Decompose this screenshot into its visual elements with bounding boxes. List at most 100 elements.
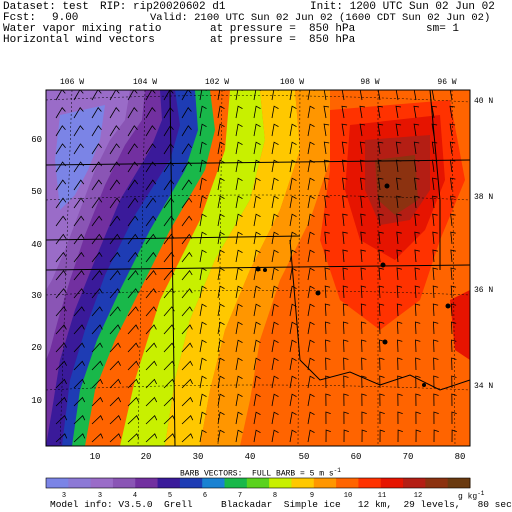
wind-barb: [127, 288, 139, 299]
wind-barb: [181, 378, 193, 389]
colorbar-label: 11: [378, 492, 386, 500]
wind-barb: [431, 90, 435, 101]
wind-barb: [109, 215, 121, 227]
wind-barb: [181, 288, 193, 299]
longitude-label: 100 W: [280, 78, 304, 87]
wind-barb: [361, 429, 367, 443]
wind-barb: [378, 195, 384, 209]
wind-barb: [55, 342, 67, 353]
wind-barb: [378, 249, 384, 263]
grid-x-tick: 30: [193, 452, 204, 462]
wind-barb: [359, 105, 366, 119]
wind-barb: [432, 321, 439, 335]
wind-barb: [289, 321, 297, 335]
wind-barb: [199, 375, 207, 389]
wind-barb: [433, 429, 439, 443]
colorbar-swatch: [291, 478, 315, 488]
latitude-label: 38 N: [474, 193, 493, 202]
colorbar-swatch: [246, 478, 270, 488]
field1-name: Water vapor mixing ratio: [3, 23, 162, 35]
wind-barb: [413, 90, 417, 101]
wind-barb: [91, 415, 104, 425]
wind-barb: [109, 288, 121, 299]
city-markers: [255, 183, 451, 387]
wind-barb: [145, 396, 158, 407]
wind-barb: [181, 433, 194, 443]
wind-barb: [109, 197, 121, 209]
wind-barb: [73, 90, 84, 101]
wind-barb: [361, 339, 367, 353]
wind-barb: [91, 125, 102, 137]
wind-barb: [415, 375, 421, 389]
wind-barb: [414, 321, 421, 335]
wind-barb: [342, 249, 348, 263]
wind-barb: [109, 324, 121, 335]
wind-barb: [73, 107, 84, 119]
wind-barb: [91, 197, 103, 209]
wind-barb: [235, 213, 243, 227]
latlon-grid: [46, 90, 470, 446]
wind-barb: [109, 415, 122, 425]
wind-barb: [127, 197, 139, 209]
wind-barb: [307, 375, 315, 389]
wind-barb: [73, 215, 85, 227]
wind-barb: [271, 123, 279, 137]
wind-barb: [379, 429, 385, 443]
colorbar-swatch: [224, 478, 248, 488]
wind-barb: [324, 195, 330, 209]
wind-barb: [271, 267, 279, 281]
wind-barb: [109, 433, 122, 443]
colorbar-frame: [45, 477, 471, 489]
wind-barb: [181, 324, 193, 335]
wind-barb: [109, 270, 121, 281]
wind-barb: [91, 378, 103, 389]
colorbar-label: 3: [98, 492, 102, 500]
wind-barb: [343, 357, 349, 371]
model-info-footer: Model info: V3.5.0 Grell Blackadar Simpl…: [50, 499, 512, 510]
wind-barb: [199, 90, 207, 101]
wind-barb: [109, 360, 121, 371]
wind-barb: [396, 285, 403, 299]
wind-barb: [181, 143, 192, 155]
grid-x-tick: 40: [245, 452, 256, 462]
wind-barb: [181, 360, 193, 371]
wind-barb: [73, 143, 84, 155]
wind-barb: [127, 215, 139, 227]
wind-barb: [324, 213, 330, 227]
wind-barb: [361, 375, 367, 389]
wind-barb: [253, 339, 261, 353]
grid-y-tick: 60: [31, 135, 42, 145]
wind-barb: [73, 396, 86, 407]
wind-barb: [414, 177, 420, 191]
wind-barb: [323, 105, 330, 119]
wind-barb: [127, 143, 138, 155]
wind-barb: [324, 177, 330, 191]
wind-barb: [450, 177, 456, 191]
wind-barb: [181, 270, 193, 281]
wind-barb: [289, 177, 297, 191]
wind-barb: [55, 396, 68, 407]
wind-barb: [73, 179, 85, 191]
wind-barb: [253, 159, 261, 173]
wind-barb: [289, 105, 297, 119]
wind-barb: [235, 357, 243, 371]
wind-barb: [235, 429, 243, 443]
wind-barb: [199, 123, 207, 137]
wind-barb: [289, 285, 297, 299]
wind-barb: [432, 195, 438, 209]
grid-x-ticks: 10 20 30 40 50 60 70 80: [90, 452, 466, 462]
wind-barb: [145, 125, 156, 137]
colorbar-swatch: [269, 478, 292, 488]
wind-barb: [253, 357, 261, 371]
wind-barb: [341, 90, 345, 101]
wind-barbs: [55, 90, 457, 443]
colorbar: [45, 477, 471, 489]
wind-barb: [199, 195, 207, 209]
wind-barb: [342, 321, 349, 335]
wind-barb: [360, 195, 366, 209]
wind-barb: [343, 393, 349, 407]
wind-barb: [199, 303, 207, 317]
grid-y-tick: 40: [31, 240, 42, 250]
wind-barb: [235, 141, 243, 155]
